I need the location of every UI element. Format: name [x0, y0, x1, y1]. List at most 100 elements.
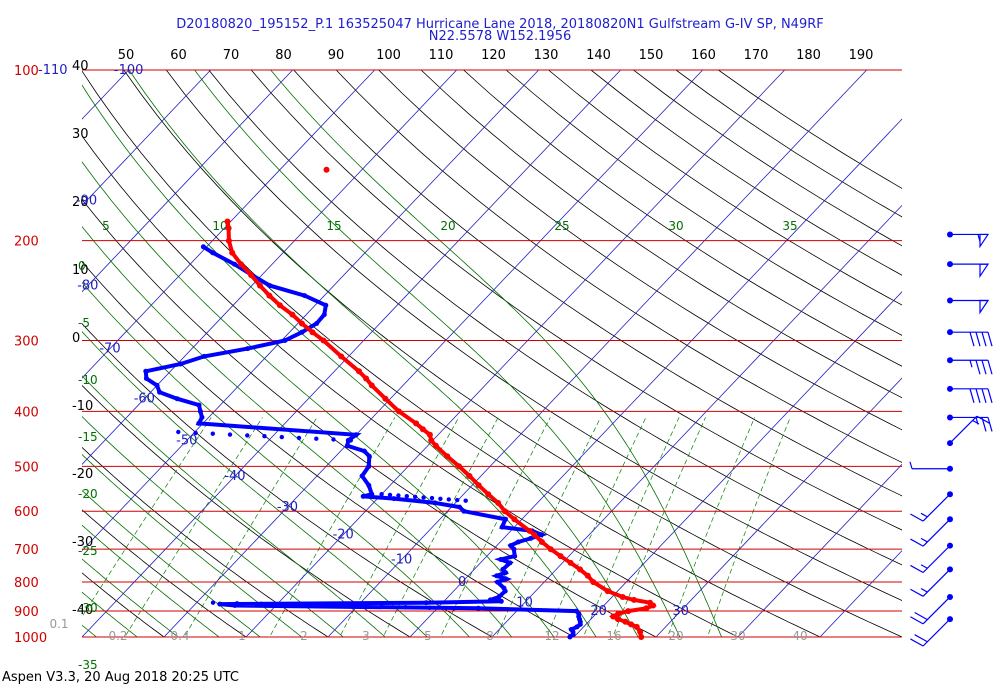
moist-adiabat-label: 5: [102, 219, 110, 233]
mixing-ratio-line: [667, 417, 755, 637]
isotherm-line: [82, 70, 129, 120]
dewpoint-point: [267, 283, 273, 289]
pressure-label: 900: [14, 605, 39, 620]
isobars: [82, 69, 902, 638]
dewpoint-dotted-point: [245, 433, 250, 438]
dewpoint-point: [369, 491, 375, 497]
dry-adiabat-line: [82, 572, 165, 637]
dry-adiabat-line: [633, 70, 902, 247]
isotherm-label: -30: [277, 500, 298, 515]
wind-barb-feather: [969, 388, 975, 403]
mixing-ratio-line: [546, 417, 647, 637]
wind-barb: [947, 231, 990, 249]
dry-adiabat-line: [82, 135, 739, 637]
moist-adiabat-side-label: 0: [78, 259, 86, 273]
mixing-ratio-line: [612, 417, 706, 637]
dewpoint-point: [432, 500, 438, 506]
isotherm-label: -70: [99, 342, 120, 357]
isotherm-line: [245, 70, 785, 637]
wind-barb-half-feather: [972, 419, 980, 425]
fahrenheit-tick-label: 170: [744, 48, 769, 63]
dewpoint-dotted-point: [258, 601, 264, 606]
pressure-label: 600: [14, 505, 39, 520]
fahrenheit-tick-label: 110: [429, 48, 454, 63]
dewpoint-line: [143, 245, 583, 639]
moist-adiabat-label: 35: [782, 219, 797, 233]
moist-adiabat-side-label: -5: [78, 316, 90, 330]
fahrenheit-tick-label: 160: [691, 48, 716, 63]
mixing-ratio-line: [707, 417, 791, 637]
dewpoint-point: [344, 443, 350, 449]
dewpoint-dotted-point: [279, 434, 284, 440]
dewpoint-dotted-point: [331, 603, 336, 608]
dewpoint-point: [323, 302, 329, 308]
dry-adiabat-line: [335, 70, 902, 463]
dewpoint-point: [457, 504, 463, 510]
wind-barb: [910, 542, 953, 574]
isotherm-label: -10: [391, 553, 412, 568]
dewpoint-point: [568, 627, 574, 632]
moist-adiabat-side-label: -15: [78, 430, 98, 444]
pressure-label: 800: [14, 576, 39, 591]
moist-adiabat-line: [82, 624, 98, 637]
dry-adiabat-line: [505, 70, 902, 336]
mixing-ratio-label: 30: [730, 629, 745, 643]
isotherm-line: [819, 550, 902, 637]
dewpoint-dotted-point: [396, 493, 401, 498]
wind-barb-feather: [981, 360, 987, 375]
dewpoint-point: [154, 382, 160, 388]
dewpoint-profile: [143, 244, 583, 640]
dewpoint-point: [143, 376, 149, 381]
moist-adiabat-label: 15: [326, 219, 341, 233]
temperature-profile: [224, 166, 657, 640]
dewpoint-point: [512, 553, 518, 559]
mixing-ratio-label: 3: [362, 629, 370, 643]
dewpoint-point: [498, 557, 504, 562]
dry-adiabat-line: [82, 446, 329, 637]
wind-barb: [947, 415, 990, 447]
mixing-ratio-label: 8: [486, 629, 494, 643]
wind-barb-pennant: [979, 299, 990, 315]
dewpoint-point: [359, 473, 365, 479]
dewpoint-dotted-point: [429, 495, 435, 501]
fahrenheit-tick-label: 150: [639, 48, 664, 63]
wind-barb-half-feather: [977, 234, 981, 242]
footer-version-timestamp: Aspen V3.3, 20 Aug 2018 20:25 UTC: [2, 670, 239, 685]
dewpoint-point: [366, 482, 372, 488]
isotherm-label: 0: [458, 575, 466, 590]
celsius-tick-label: 20: [72, 195, 89, 210]
celsius-tick-label: -30: [72, 535, 93, 550]
dry-adiabat-line: [463, 70, 902, 367]
isotherms: [82, 70, 902, 637]
wind-barbs: [909, 231, 993, 647]
mixing-ratio-label: 16: [606, 629, 621, 643]
wind-barb-staff: [922, 545, 951, 573]
dewpoint-point: [475, 605, 481, 611]
pressure-label: 100: [14, 64, 39, 79]
wind-barb-feather: [910, 513, 924, 522]
celsius-tick-label: -40: [72, 603, 93, 618]
dewpoint-point: [174, 396, 180, 402]
dry-adiabat-line: [208, 70, 902, 566]
wind-barb-half-feather: [909, 461, 913, 469]
isotherm-label: -20: [333, 528, 354, 543]
dry-adiabat-line: [123, 70, 902, 637]
pressure-label: 700: [14, 543, 39, 558]
dry-adiabat-line: [165, 70, 902, 601]
dewpoint-dotted-point: [307, 602, 312, 608]
dewpoint-point: [574, 608, 579, 614]
wind-barb: [947, 385, 993, 403]
moist-adiabat-side-label: -20: [78, 487, 98, 501]
moist-adiabat-line: [82, 558, 179, 637]
mixing-ratio-label: 40: [792, 629, 807, 643]
wind-barb-feather: [981, 388, 987, 403]
wind-barb-feather: [976, 415, 990, 424]
dewpoint-point: [539, 532, 545, 538]
dry-adiabats: [82, 70, 902, 637]
fahrenheit-tick-label: 180: [796, 48, 821, 63]
moist-adiabat-side-label: -35: [78, 658, 98, 672]
dewpoint-dotted-point: [296, 435, 302, 441]
dewpoint-point: [232, 261, 237, 267]
moist-adiabat-line: [82, 225, 513, 637]
fahrenheit-tick-label: 120: [481, 48, 506, 63]
